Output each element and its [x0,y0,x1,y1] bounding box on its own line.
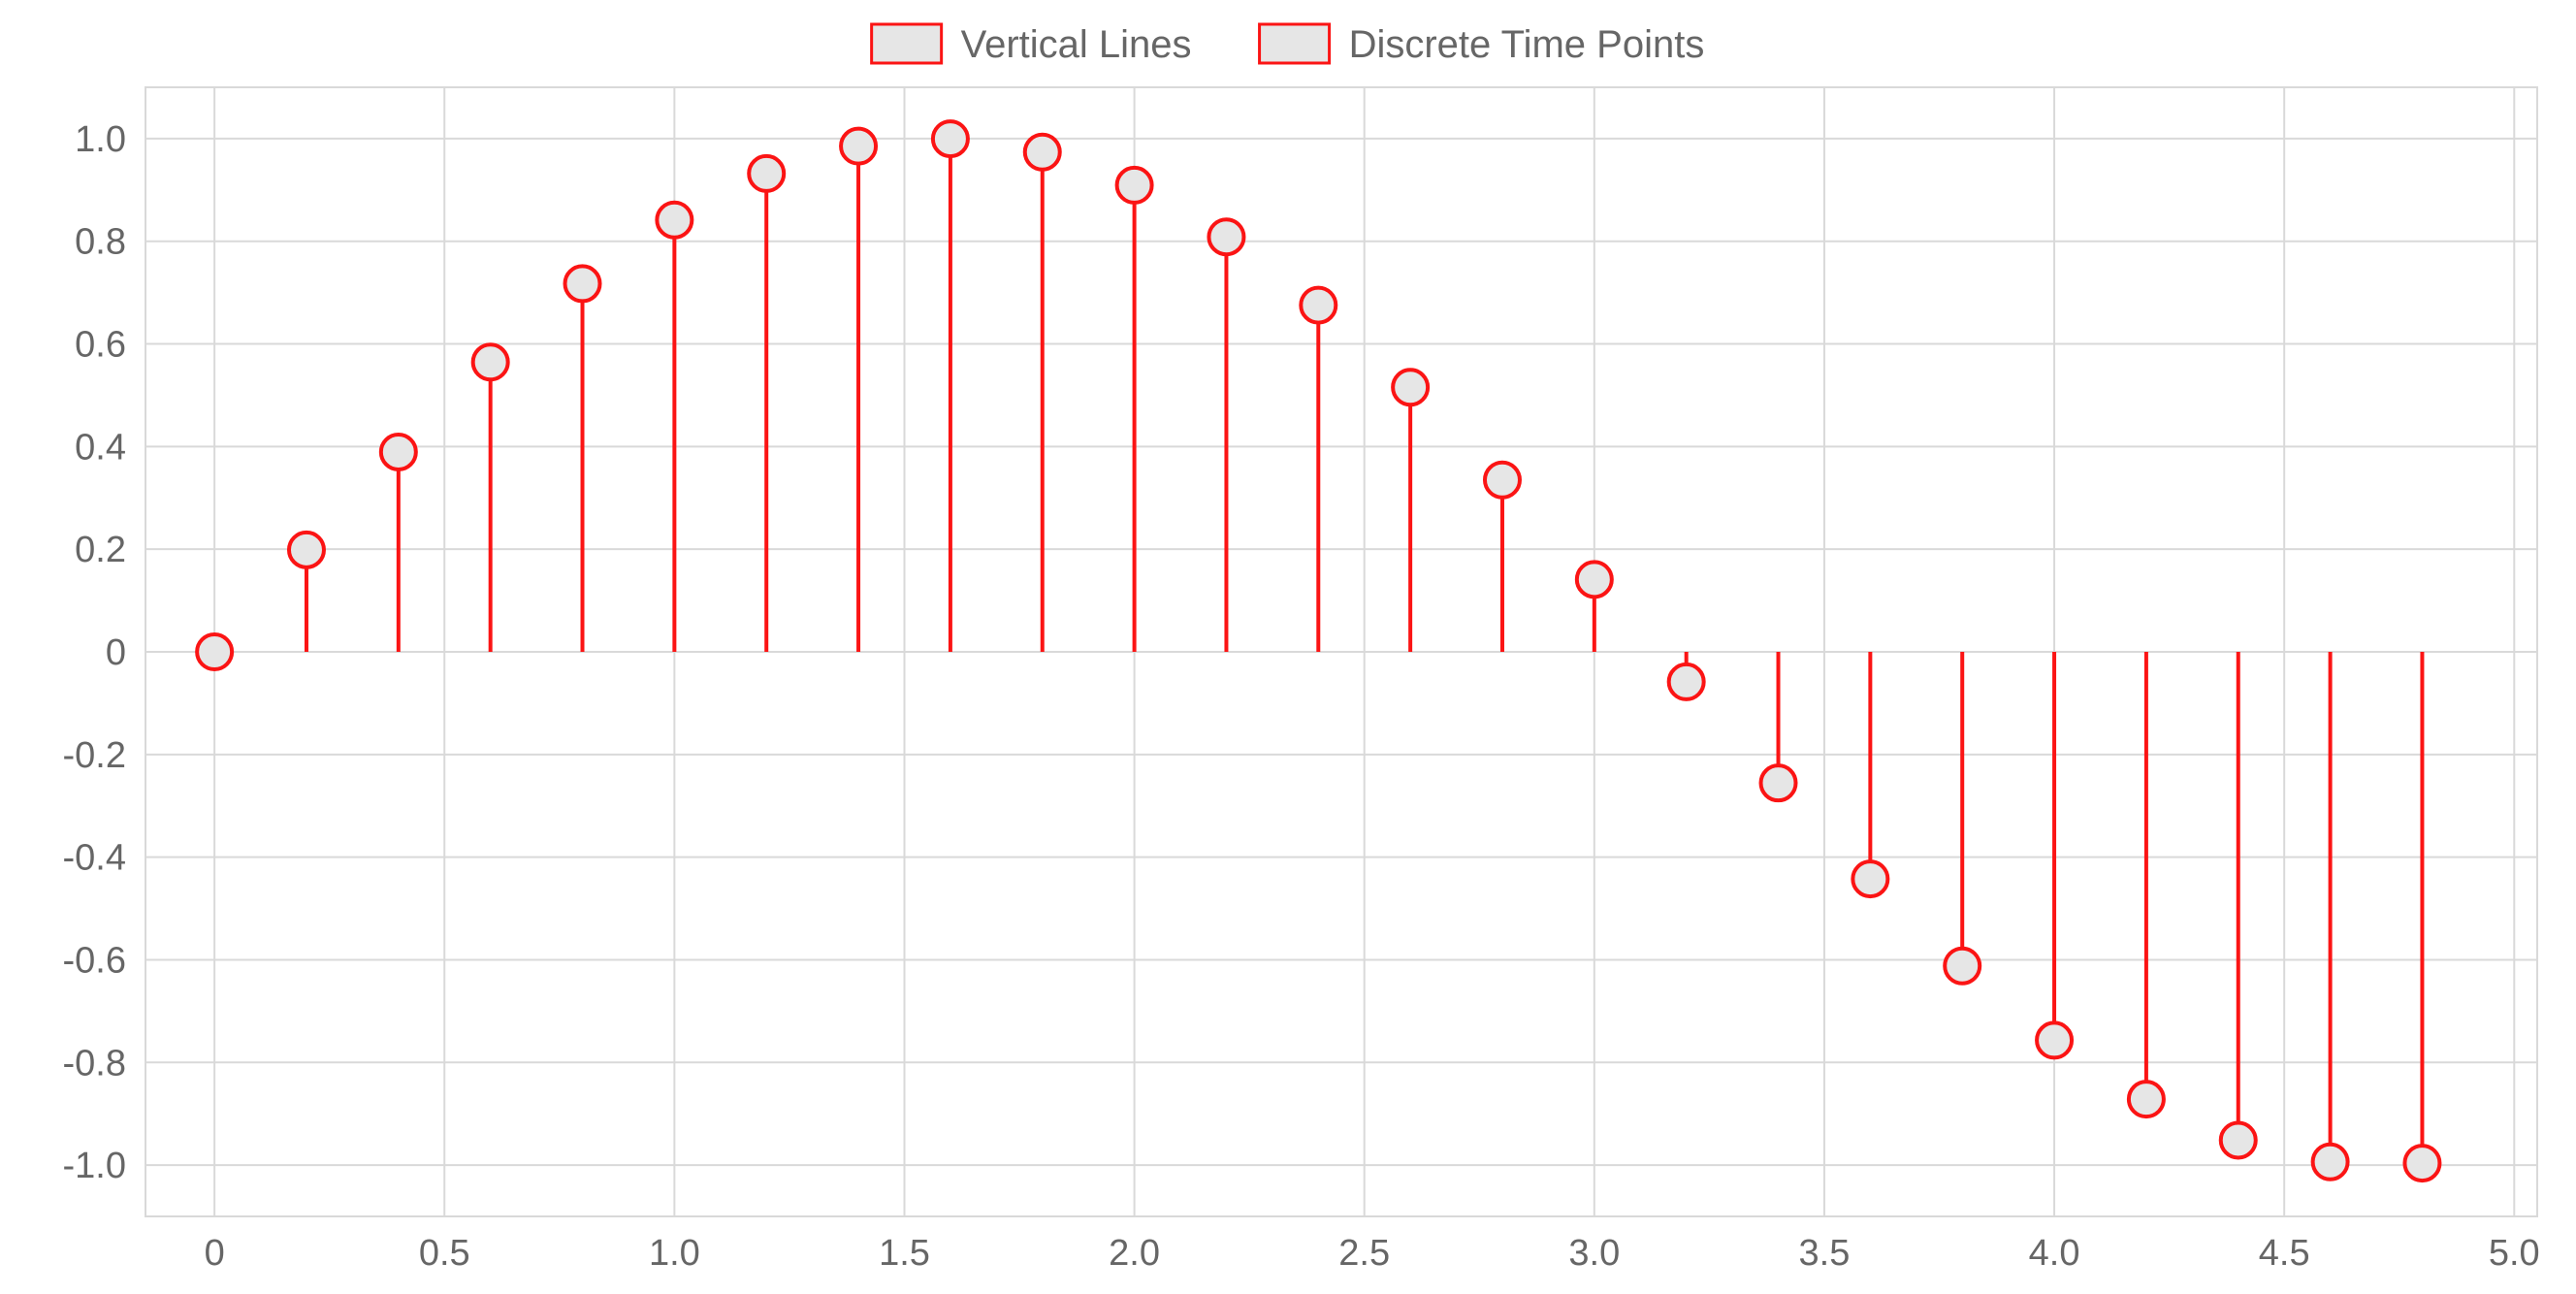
legend-item: Vertical Lines [872,23,1192,66]
stem-marker [381,435,416,469]
stem-marker [933,121,968,156]
legend-label: Vertical Lines [961,23,1192,66]
x-tick-label: 0 [205,1233,225,1274]
y-tick-label: 0.6 [75,325,126,366]
chart-background [0,0,2576,1294]
x-tick-label: 4.0 [2029,1233,2080,1274]
legend-label: Discrete Time Points [1349,23,1705,66]
stem-marker [289,533,324,567]
y-tick-label: -0.4 [63,838,126,879]
stem-marker [1393,370,1428,404]
legend-swatch [872,24,942,63]
stem-marker [1852,861,1887,896]
y-tick-label: 0.4 [75,427,126,468]
x-tick-label: 1.0 [649,1233,700,1274]
x-tick-label: 0.5 [419,1233,470,1274]
stem-marker [1577,562,1612,597]
stem-marker [1301,288,1336,323]
legend: Vertical Lines Discrete Time Points [872,23,1705,66]
x-tick-label: 3.5 [1799,1233,1851,1274]
y-tick-label: -0.6 [63,940,126,981]
y-tick-label: -0.8 [63,1043,126,1084]
stem-marker [2404,1146,2439,1181]
x-tick-label: 4.5 [2259,1233,2310,1274]
y-tick-label: 1.0 [75,119,126,160]
stem-chart: 0 0.5 1.0 1.5 2.0 2.5 3.0 3.5 4.0 4.5 5.0 -1.0 -0.8 -… [0,0,2576,1294]
y-tick-label: -0.2 [63,735,126,776]
stem-marker [565,266,600,301]
stem-marker [1025,135,1060,170]
stem-marker [657,203,692,238]
stem-marker [749,156,784,191]
stem-marker [1485,463,1520,498]
y-tick-label: 0 [106,632,126,673]
y-tick-label: 0.8 [75,222,126,263]
stem-marker [2313,1145,2348,1180]
x-tick-label: 2.5 [1338,1233,1390,1274]
stem-marker [197,634,232,669]
x-tick-label: 2.0 [1109,1233,1160,1274]
x-tick-label: 3.0 [1568,1233,1620,1274]
stem-marker [1117,168,1152,203]
stem-marker [1669,664,1704,699]
stem-marker [1208,219,1243,254]
stem-marker [2037,1022,2072,1057]
x-tick-label: 5.0 [2489,1233,2540,1274]
stem-marker [1945,949,1980,984]
stem-marker [2221,1122,2256,1157]
stem-marker [473,344,508,379]
legend-item: Discrete Time Points [1260,23,1705,66]
legend-swatch [1260,24,1330,63]
y-tick-label: 0.2 [75,530,126,570]
stem-marker [1761,765,1796,800]
stem-marker [841,129,876,164]
stem-marker [2129,1082,2164,1116]
y-tick-label: -1.0 [63,1146,126,1186]
x-tick-label: 1.5 [879,1233,930,1274]
